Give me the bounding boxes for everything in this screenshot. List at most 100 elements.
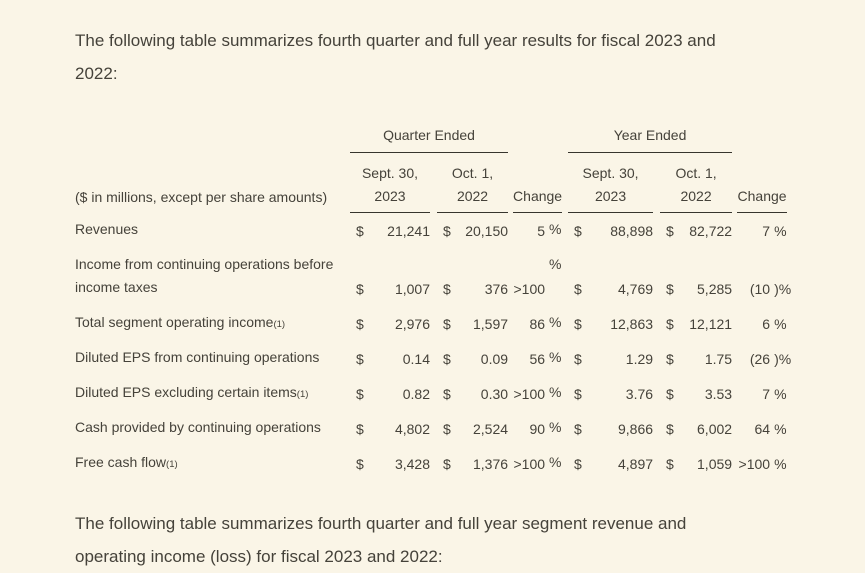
table-row: Total segment operating income(1) $2,976 $… — [75, 306, 787, 341]
change-cell: >100 — [738, 455, 771, 472]
dollar-sign: $ — [574, 350, 582, 367]
dollar-sign: $ — [574, 455, 582, 472]
row-label-text: Cash provided by continuing operations — [75, 418, 321, 435]
change-cell: 7 — [762, 222, 771, 239]
column-spacer — [430, 411, 437, 446]
value-cell: 3.76 — [625, 385, 654, 402]
value-cell: 0.82 — [402, 385, 430, 402]
percent-cell: % — [774, 420, 787, 437]
dollar-sign: $ — [574, 280, 582, 297]
results-table: Quarter Ended Year Ended ($ in millions,… — [75, 124, 792, 481]
change-cell: 90 — [529, 420, 546, 437]
percent-cell: % — [549, 348, 562, 365]
value-cell: 0.14 — [402, 350, 430, 367]
percent-cell: % — [774, 385, 787, 402]
change-cell: 56 — [529, 350, 546, 367]
column-spacer — [430, 153, 437, 213]
row-label: Revenues — [75, 213, 350, 248]
column-spacer — [430, 446, 437, 481]
dollar-sign: $ — [574, 420, 582, 437]
percent-cell: % — [774, 455, 787, 472]
value-cell: 0.09 — [480, 350, 509, 367]
dollar-sign: $ — [666, 385, 674, 402]
percent-cell: % — [549, 418, 562, 435]
dollar-sign: $ — [574, 385, 582, 402]
dollar-sign: $ — [443, 455, 451, 472]
row-label: Diluted EPS from continuing operations — [75, 341, 350, 376]
column-spacer — [653, 153, 660, 213]
change-cell: (26 — [749, 350, 771, 367]
table-body: Revenues $21,241 $20,150 5% $88,898 $82,722 7%… — [75, 213, 792, 481]
intro-paragraph-line2: 2022: — [75, 64, 118, 83]
dollar-sign: $ — [356, 280, 364, 297]
closing-paragraph: The following table summarizes fourth qu… — [75, 507, 795, 573]
row-label: Total segment operating income(1) — [75, 306, 350, 341]
value-cell: 9,866 — [618, 420, 654, 437]
value-cell: 20,150 — [465, 222, 509, 239]
empty-cell — [75, 124, 350, 153]
value-cell: 1.75 — [704, 350, 733, 367]
value-cell: 1,059 — [697, 455, 733, 472]
change-cell: >100 — [513, 280, 546, 297]
value-cell: 3.53 — [704, 385, 733, 402]
table-row: Cash provided by continuing operations $4… — [75, 411, 787, 446]
year-ended-header: Year Ended — [568, 124, 733, 153]
quarter-ended-header: Quarter Ended — [350, 124, 509, 153]
dollar-sign: $ — [443, 315, 451, 332]
value-cell: 1,376 — [473, 455, 509, 472]
dollar-sign: $ — [356, 455, 364, 472]
value-cell: 6,002 — [697, 420, 733, 437]
percent-cell: % — [549, 221, 562, 237]
column-header-y-change: Change — [737, 152, 788, 213]
column-header-row: ($ in millions, except per share amounts… — [75, 152, 788, 213]
row-label: Income from continuing operations before… — [75, 248, 350, 306]
change-cell: 64 — [754, 420, 771, 437]
dollar-sign: $ — [443, 222, 451, 239]
percent-cell: )% — [774, 350, 792, 367]
change-cell: 7 — [762, 385, 771, 402]
table-caption: ($ in millions, except per share amounts… — [75, 188, 328, 205]
table-row: Diluted EPS excluding certain items(1) $0… — [75, 376, 787, 411]
column-spacer — [430, 341, 437, 376]
dollar-sign: $ — [356, 350, 364, 367]
closing-paragraph-line2: operating income (loss) for fiscal 2023 … — [75, 546, 443, 566]
value-cell: 3,428 — [394, 455, 430, 472]
row-label-text: Total segment operating income — [75, 313, 274, 330]
footnote-marker: (1) — [166, 458, 178, 470]
row-label: Cash provided by continuing operations — [75, 411, 350, 446]
dollar-sign: $ — [356, 222, 364, 239]
row-label: Diluted EPS excluding certain items(1) — [75, 376, 350, 411]
column-spacer — [430, 376, 437, 411]
value-cell: 376 — [484, 280, 509, 297]
closing-paragraph-line1: The following table summarizes fourth qu… — [75, 513, 687, 533]
dollar-sign: $ — [666, 280, 674, 297]
column-spacer — [653, 341, 660, 376]
footnote-marker: (1) — [296, 388, 309, 400]
change-cell: 6 — [762, 315, 771, 332]
column-spacer — [653, 213, 660, 248]
dollar-sign: $ — [443, 385, 451, 402]
empty-cell — [737, 124, 787, 153]
footnote-marker: (1) — [273, 318, 286, 330]
dollar-sign: $ — [666, 350, 674, 367]
column-spacer — [653, 376, 660, 411]
column-spacer — [430, 213, 437, 248]
value-cell: 12,863 — [610, 315, 654, 332]
dollar-sign: $ — [443, 420, 451, 437]
value-cell: 1,597 — [473, 315, 509, 332]
value-cell: 12,121 — [689, 315, 733, 332]
percent-cell: % — [774, 315, 787, 332]
table-row: Income from continuing operations before… — [75, 248, 791, 306]
value-cell: 4,897 — [618, 455, 654, 472]
column-header-y2022: Oct. 1, 2022 — [660, 152, 733, 213]
change-cell: 86 — [529, 315, 546, 332]
change-cell: >100 — [513, 455, 546, 472]
dollar-sign: $ — [443, 280, 451, 297]
table-row: Diluted EPS from continuing operations $0… — [75, 341, 792, 376]
value-cell: 2,976 — [394, 315, 430, 332]
value-cell: 4,769 — [618, 280, 654, 297]
change-cell: >100 — [513, 385, 546, 402]
row-label-text: Revenues — [75, 220, 139, 237]
column-spacer — [430, 306, 437, 341]
